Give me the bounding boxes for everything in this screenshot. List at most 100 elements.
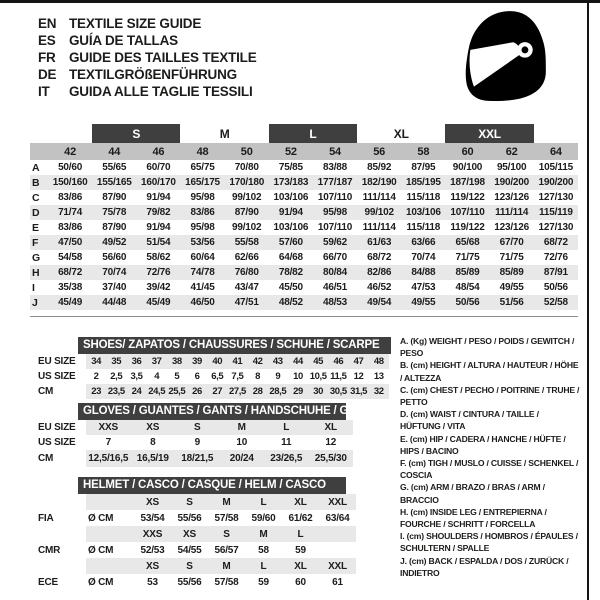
numeric-size: 56 xyxy=(373,145,386,158)
table-cell: 23 xyxy=(86,384,107,399)
table-cell: 42 xyxy=(247,354,268,369)
measurement-value: 49/55 xyxy=(499,282,524,293)
measurement-value: 53/56 xyxy=(190,237,215,248)
table-cell: 52/53 xyxy=(140,544,165,556)
shoes-table-body: EU SIZE 34 35 36 37 38 39 40 41 42 43 44 45 46 47 48 US … xyxy=(30,354,389,399)
row-label: EU SIZE xyxy=(30,354,86,369)
measurement-row: D 71/74 75/78 79/82 83/86 87/90 91/94 95/98 99/1… xyxy=(30,205,578,220)
table-cell: 37 xyxy=(146,354,167,369)
measurement-row: J 45/49 44/48 45/49 46/50 47/51 48/52 48/53 49/5… xyxy=(30,295,578,310)
measurement-value: 35/38 xyxy=(58,282,83,293)
table-cell: 55/56 xyxy=(177,576,202,588)
measurement-value: 49/52 xyxy=(102,237,127,248)
numeric-size: 52 xyxy=(284,145,297,158)
language-list: EN TEXTILE SIZE GUIDE ES GUÍA DE TALLAS FR GU… xyxy=(38,15,257,100)
measurement-value: 49/55 xyxy=(411,297,436,308)
table-cell: M xyxy=(245,526,282,542)
measurement-value: 107/110 xyxy=(317,222,353,233)
table-cell: 20/24 xyxy=(219,450,264,467)
table-cell: 12 xyxy=(325,437,337,448)
measurement-value: 50/56 xyxy=(543,282,568,293)
language-row: DE TEXTILGRÖßENFÜHRUNG xyxy=(38,66,257,83)
measurement-value: 107/110 xyxy=(450,207,485,218)
size-band-XL: XL xyxy=(393,126,409,141)
table-cell: 44 xyxy=(287,354,309,369)
row-label: B xyxy=(32,176,40,189)
measurement-value: 64/68 xyxy=(278,252,303,263)
table-cell: M xyxy=(219,420,264,435)
measurement-value: 185/195 xyxy=(405,177,441,188)
numeric-size: 46 xyxy=(152,145,165,158)
measurement-value: 123/126 xyxy=(494,192,530,203)
row-label: C xyxy=(32,191,40,204)
legend-item: C. (cm) CHEST / PECHO / POITRINE / TRUHE… xyxy=(400,384,580,408)
table-cell: 9 xyxy=(275,371,281,382)
measurement-value: 87/90 xyxy=(234,207,259,218)
corner-cell xyxy=(30,124,48,143)
measurement-value: 47/53 xyxy=(411,282,436,293)
measurement-value: 45/49 xyxy=(146,297,171,308)
table-cell: 25,5/30 xyxy=(308,450,353,467)
table-cell: 5 xyxy=(174,371,180,382)
table-cell: 9 xyxy=(194,437,201,448)
table-cell: 4 xyxy=(154,371,160,382)
table-cell xyxy=(319,526,356,542)
size-band-M: M xyxy=(219,126,230,141)
measurement-value: 80/84 xyxy=(323,267,348,278)
measurement-value: 45/49 xyxy=(58,297,83,308)
legend-item: H. (cm) INSIDE LEG / ENTREPIERNA / FOURC… xyxy=(400,506,547,530)
numeric-size: 64 xyxy=(549,145,562,158)
language-title: TEXTILE SIZE GUIDE xyxy=(69,16,202,31)
measurement-value: 75/85 xyxy=(278,162,303,173)
table-row: CMR Ø CM 52/53 54/55 56/57 58 59 xyxy=(30,542,356,558)
measurement-value: 48/52 xyxy=(278,297,303,308)
language-code: EN xyxy=(38,16,57,31)
table-cell: 56/57 xyxy=(214,544,239,556)
measurement-value: 187/198 xyxy=(450,177,485,188)
measurement-value: 119/122 xyxy=(450,192,485,203)
measurement-row: F 47/50 49/52 51/54 53/56 55/58 57/60 59/62 61/6… xyxy=(30,235,578,250)
table-cell: 23,5 xyxy=(106,384,127,399)
table-cell: 23/26,5 xyxy=(264,450,309,467)
helmet-table: XS S M L XL XXL FIA Ø CM 53/54 55/56 57/58 59/60 61/… xyxy=(30,494,356,590)
measurement-value: 56/60 xyxy=(102,252,127,263)
measurement-value: 111/114 xyxy=(495,207,529,218)
table-cell: Ø CM xyxy=(88,576,114,588)
gloves-table-body: EU SIZE XXS XS S M L XL US SIZE 7 8 9 10 11 12 CM 12,5/… xyxy=(30,420,353,467)
table-cell: 54/55 xyxy=(177,544,202,556)
measurement-value: 55/65 xyxy=(102,162,127,173)
measurement-value: 59/62 xyxy=(323,237,348,248)
numeric-size: 48 xyxy=(196,145,209,158)
row-label xyxy=(30,526,86,542)
table-cell: 24 xyxy=(126,384,147,399)
table-row: XS S M L XL XXL xyxy=(30,558,356,574)
language-title: TEXTILGRÖßENFÜHRUNG xyxy=(69,67,237,82)
shoes-section: SHOES/ ZAPATOS / CHAUSSURES / SCHUHE / S… xyxy=(30,337,391,399)
measurement-value: 72/76 xyxy=(146,267,171,278)
right-rule xyxy=(587,0,589,600)
main-size-table-head: S M L XL XXL 42 44 46 48 50 52 54 56 58 60 62 64 xyxy=(30,124,578,160)
measurement-value: 83/88 xyxy=(323,162,348,173)
table-cell: 60 xyxy=(295,576,306,588)
measurement-value: 48/53 xyxy=(323,297,348,308)
measurement-row: G 54/58 56/60 58/62 60/64 62/66 64/68 66/70 68/7… xyxy=(30,250,578,265)
measurement-value: 173/183 xyxy=(273,177,309,188)
measurement-value: 44/48 xyxy=(102,297,127,308)
measurement-value: 87/95 xyxy=(411,162,436,173)
measurement-value: 39/42 xyxy=(146,282,171,293)
measurement-value: 48/54 xyxy=(455,282,480,293)
table-cell: 48 xyxy=(368,354,389,369)
language-row: EN TEXTILE SIZE GUIDE xyxy=(38,15,257,32)
measurement-value: 47/50 xyxy=(58,237,83,248)
measurement-value: 46/50 xyxy=(190,297,215,308)
table-row: EU SIZE 34 35 36 37 38 39 40 41 42 43 44 45 46 47 48 xyxy=(30,354,389,369)
measurement-value: 95/98 xyxy=(190,222,215,233)
gloves-section: GLOVES / GUANTES / GANTS / HANDSCHUHE / … xyxy=(30,403,383,467)
numeric-size-row: 42 44 46 48 50 52 54 56 58 60 62 64 xyxy=(30,143,578,160)
table-cell: 40 xyxy=(207,354,228,369)
measurement-value: 68/72 xyxy=(58,267,83,278)
table-cell: 8 xyxy=(150,437,156,448)
measurement-value: 103/106 xyxy=(273,222,309,233)
table-row: CM 12,5/16,5 16,5/19 18/21,5 20/24 23/26,5 25,… xyxy=(30,450,353,467)
